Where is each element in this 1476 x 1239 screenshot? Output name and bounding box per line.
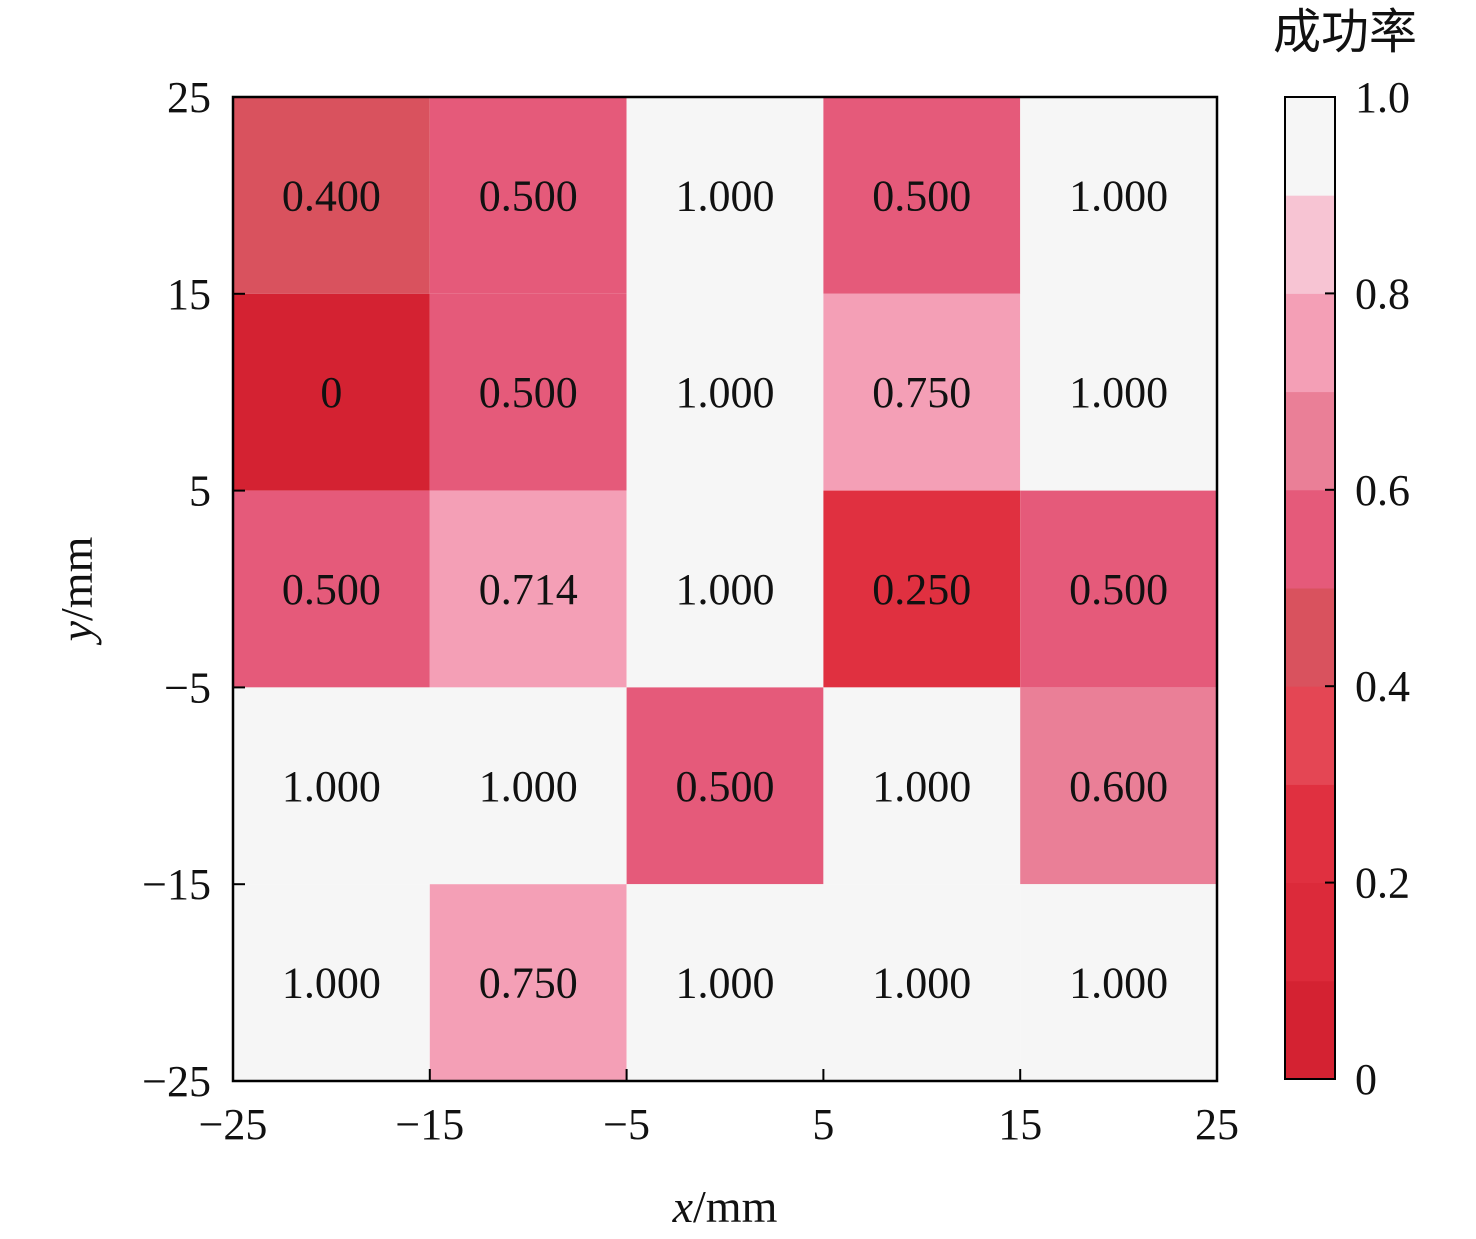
cell-value-label: 1.000 (872, 959, 971, 1008)
cell-value-label: 0.500 (479, 171, 578, 220)
x-tick-label: 25 (1195, 1100, 1239, 1149)
colorbar-tick-label: 0.4 (1355, 662, 1410, 711)
heatmap-cell (233, 687, 430, 885)
y-tick-label: 25 (167, 73, 211, 122)
heatmap-cell (1020, 490, 1217, 688)
cell-value-label: 0.600 (1069, 762, 1168, 811)
heatmap-cell (1020, 884, 1217, 1081)
y-axis-title-unit: /mm (51, 536, 102, 621)
heatmap-cell (233, 293, 430, 491)
x-tick-label: 5 (812, 1100, 834, 1149)
y-tick-label: 15 (167, 270, 211, 319)
cell-value-label: 0.500 (872, 171, 971, 220)
colorbar-frame (1284, 96, 1336, 1080)
heatmap-cell (1020, 687, 1217, 885)
y-tick-label: −5 (164, 663, 211, 712)
heatmap-cell (233, 884, 430, 1081)
cell-value-label: 0.500 (1069, 565, 1168, 614)
colorbar-tick-label: 1.0 (1355, 73, 1410, 122)
colorbar-segment (1285, 97, 1335, 196)
heatmap-cell (823, 884, 1021, 1081)
cell-value-label: 1.000 (1069, 171, 1168, 220)
cell-value-label: 0.714 (479, 565, 578, 614)
cell-value-label: 0 (320, 368, 342, 417)
colorbar-ticks: 0 0.2 0.4 0.6 0.8 1.0 (1325, 73, 1410, 1104)
cell-value-label: 1.000 (479, 762, 578, 811)
colorbar-segment (1285, 391, 1335, 491)
heatmap-cell (626, 884, 824, 1081)
cell-value-label: 1.000 (676, 959, 775, 1008)
x-tick-label: −25 (199, 1100, 268, 1149)
heatmap-cell (429, 97, 627, 294)
colorbar-tick-label: 0.2 (1355, 859, 1410, 908)
cell-value-label: 1.000 (282, 762, 381, 811)
y-tick-label: −15 (142, 860, 211, 909)
cell-value-label: 1.000 (1069, 368, 1168, 417)
x-axis-ticks: −25 −15 −5 5 15 25 (199, 1069, 1239, 1149)
colorbar-segment (1285, 882, 1335, 982)
colorbar-segment (1285, 686, 1335, 785)
x-tick-label: −15 (395, 1100, 464, 1149)
cell-value-label: 1.000 (676, 171, 775, 220)
colorbar-segment (1285, 980, 1335, 1080)
heatmap-cells (233, 97, 1217, 1081)
colorbar-segment (1285, 588, 1335, 687)
heatmap-cell (823, 293, 1021, 491)
colorbar-segment (1285, 195, 1335, 294)
x-tick-label: 15 (998, 1100, 1042, 1149)
x-tick-label: −5 (603, 1100, 650, 1149)
cell-value-label: 0.500 (282, 565, 381, 614)
heatmap-cell-labels: 0.400 0.500 1.000 0.500 1.000 0 0.500 1.000 0.75… (282, 171, 1168, 1007)
heatmap-cell (429, 884, 627, 1081)
heatmap-cell (429, 293, 627, 491)
cell-value-label: 0.250 (872, 565, 971, 614)
heatmap-cell (1020, 97, 1217, 294)
y-axis-ticks: 25 15 5 −5 −15 −25 (142, 73, 245, 1106)
plot-frame (231, 95, 1219, 1083)
colorbar-segment (1285, 784, 1335, 884)
heatmap-cell (429, 687, 627, 885)
cell-value-label: 1.000 (676, 565, 775, 614)
heatmap-cell (626, 490, 824, 688)
colorbar-segments (1285, 97, 1335, 1080)
heatmap-cell (823, 490, 1021, 688)
cell-value-label: 0.500 (676, 762, 775, 811)
y-tick-label: −25 (142, 1057, 211, 1106)
heatmap-cell (626, 97, 824, 294)
x-axis-title: x/mm (672, 1181, 778, 1232)
heatmap-cell (823, 687, 1021, 885)
cell-value-label: 1.000 (282, 959, 381, 1008)
colorbar-segment (1285, 489, 1335, 589)
y-axis-title-var: y (51, 620, 102, 645)
colorbar-segment (1285, 293, 1335, 393)
cell-value-label: 1.000 (1069, 959, 1168, 1008)
heatmap-cell (626, 293, 824, 491)
heatmap-cell (823, 97, 1021, 294)
cell-value-label: 0.750 (479, 959, 578, 1008)
cell-value-label: 1.000 (872, 762, 971, 811)
colorbar-title: 成功率 (1273, 4, 1417, 60)
y-axis-title: y/mm (51, 536, 102, 645)
cell-value-label: 0.400 (282, 171, 381, 220)
heatmap-cell (233, 97, 430, 294)
heatmap-cell (626, 687, 824, 885)
colorbar-tick-label: 0.6 (1355, 466, 1410, 515)
heatmap-cell (429, 490, 627, 688)
heatmap-cell (233, 490, 430, 688)
cell-value-label: 0.500 (479, 368, 578, 417)
colorbar-tick-label: 0.8 (1355, 269, 1410, 318)
cell-value-label: 1.000 (676, 368, 775, 417)
colorbar-tick-label: 0 (1355, 1055, 1377, 1104)
cell-value-label: 0.750 (872, 368, 971, 417)
colorbar: 0 0.2 0.4 0.6 0.8 1.0 成功率 (1273, 4, 1417, 1104)
x-axis-title-var: x (672, 1181, 694, 1232)
y-tick-label: 5 (189, 467, 211, 516)
x-axis-title-unit: /mm (693, 1181, 778, 1232)
heatmap-cell (1020, 293, 1217, 491)
